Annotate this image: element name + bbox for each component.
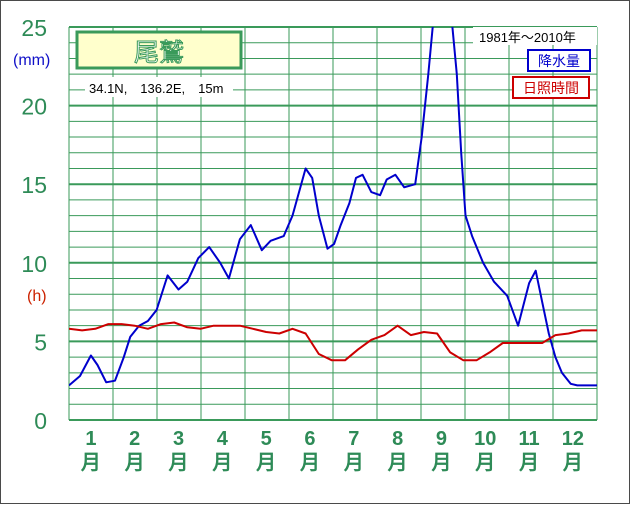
x-tick-month-char: 月 bbox=[562, 452, 583, 474]
x-tick-month-number: 2 bbox=[129, 428, 140, 450]
x-tick-month-number: 4 bbox=[217, 428, 229, 450]
period-background bbox=[473, 27, 597, 45]
x-tick-month-number: 7 bbox=[348, 428, 359, 450]
title-box-border bbox=[75, 30, 243, 70]
legend-sunshine-label: 日照時間 bbox=[523, 80, 579, 96]
series-layer bbox=[69, 27, 597, 387]
x-tick-month-char: 月 bbox=[430, 452, 451, 474]
x-tick-month-char: 月 bbox=[474, 452, 495, 474]
y-tick-label: 5 bbox=[34, 329, 47, 355]
x-tick-month-number: 11 bbox=[519, 428, 540, 450]
y-tick-label: 25 bbox=[21, 15, 47, 41]
sunshine-line bbox=[69, 321, 597, 362]
precip-unit-label: (mm) bbox=[13, 52, 50, 69]
y-tick-label: 15 bbox=[21, 172, 47, 198]
x-tick-month-char: 月 bbox=[387, 452, 408, 474]
x-tick-month-number: 1 bbox=[85, 428, 96, 450]
station-title-box: 尾鷲 bbox=[75, 30, 243, 70]
x-tick-month-number: 8 bbox=[392, 428, 403, 450]
coords-background bbox=[85, 77, 233, 97]
x-tick-month-number: 5 bbox=[261, 428, 272, 450]
x-tick-month-number: 6 bbox=[304, 428, 315, 450]
x-tick-month-char: 月 bbox=[299, 452, 320, 474]
x-tick-month-char: 月 bbox=[168, 452, 189, 474]
legend-sunshine-box bbox=[512, 76, 590, 99]
legend-precip-label: 降水量 bbox=[538, 53, 580, 69]
period-label: 1981年～2010年 bbox=[479, 30, 576, 45]
legend-precip-box bbox=[527, 49, 591, 72]
x-tick-month-char: 月 bbox=[80, 452, 101, 474]
station-title: 尾鷲 bbox=[134, 39, 184, 67]
x-tick-month-number: 12 bbox=[562, 428, 584, 450]
station-coords: 34.1N, 136.2E, 15m bbox=[89, 81, 223, 96]
precipitation-line bbox=[69, 27, 597, 387]
x-tick-month-char: 月 bbox=[343, 452, 364, 474]
y-tick-label: 20 bbox=[21, 94, 47, 120]
y-tick-label: 0 bbox=[34, 408, 47, 434]
y-tick-label: 10 bbox=[21, 251, 47, 277]
sunshine-unit-label: (h) bbox=[27, 288, 47, 305]
x-tick-month-number: 10 bbox=[474, 428, 496, 450]
x-tick-month-char: 月 bbox=[211, 452, 232, 474]
x-tick-month-char: 月 bbox=[518, 452, 539, 474]
x-tick-month-number: 9 bbox=[436, 428, 447, 450]
x-tick-month-number: 3 bbox=[173, 428, 184, 450]
legend: 降水量 日照時間 bbox=[512, 49, 591, 99]
x-tick-month-char: 月 bbox=[255, 452, 276, 474]
x-tick-month-char: 月 bbox=[124, 452, 145, 474]
grid-lines bbox=[68, 26, 598, 421]
y-axis-ticks: 0 5 10 15 20 25 bbox=[21, 15, 47, 434]
